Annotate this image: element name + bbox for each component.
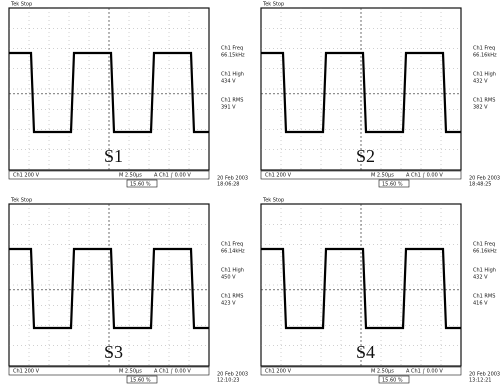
- readout-name: Ch1 High: [221, 268, 244, 274]
- panel-label: S3: [104, 342, 123, 362]
- trigger: A Ch1 ∫ 0.00 V: [406, 173, 443, 179]
- trigger: A Ch1 ∫ 0.00 V: [406, 369, 443, 375]
- trigger-position: 15.60 %: [382, 378, 403, 384]
- page: Tek StopS1Ch1 Freq66.15kHzCh1 High434 VC…: [0, 0, 500, 392]
- timebase: M 2.50μs: [371, 173, 394, 179]
- figure: Tek StopS1Ch1 Freq66.15kHzCh1 High434 VC…: [0, 0, 500, 392]
- channel-scale: Ch1 200 V: [13, 173, 40, 179]
- timebase: M 2.50μs: [371, 369, 394, 375]
- time: 18:06:28: [217, 182, 239, 188]
- channel-scale: Ch1 200 V: [265, 173, 292, 179]
- readout-name: Ch1 Freq: [221, 242, 243, 248]
- time: 13:12:21: [469, 378, 491, 384]
- time: 18:48:25: [469, 182, 491, 188]
- timebase: M 2.50μs: [119, 173, 142, 179]
- channel-scale: Ch1 200 V: [13, 369, 40, 375]
- readout-name: Ch1 RMS: [221, 294, 243, 300]
- readout-value: 450 V: [221, 275, 236, 281]
- readout-name: Ch1 High: [473, 72, 496, 78]
- trigger-position: 15.60 %: [130, 378, 151, 384]
- readout-value: 66.16kHz: [473, 53, 497, 59]
- readout-value: 382 V: [473, 105, 488, 111]
- time: 12:10:23: [217, 378, 239, 384]
- trigger: A Ch1 ∫ 0.00 V: [154, 369, 191, 375]
- status: Tek Stop: [10, 198, 32, 204]
- readout-name: Ch1 RMS: [473, 294, 495, 300]
- readout-value: 432 V: [473, 275, 488, 281]
- trigger-position: 15.60 %: [382, 182, 403, 188]
- readout-name: Ch1 RMS: [221, 98, 243, 104]
- readout-value: 66.14kHz: [221, 249, 245, 255]
- status: Tek Stop: [262, 2, 284, 8]
- readout-name: Ch1 Freq: [473, 46, 495, 52]
- readout-name: Ch1 Freq: [221, 46, 243, 52]
- panel-label: S4: [356, 342, 375, 362]
- readout-value: 432 V: [473, 79, 488, 85]
- panel-label: S1: [104, 146, 123, 166]
- trigger: A Ch1 ∫ 0.00 V: [154, 173, 191, 179]
- readout-name: Ch1 RMS: [473, 98, 495, 104]
- readout-value: 423 V: [221, 301, 236, 307]
- panel-label: S2: [356, 146, 375, 166]
- timebase: M 2.50μs: [119, 369, 142, 375]
- readout-value: 66.16kHz: [473, 249, 497, 255]
- readout-name: Ch1 High: [221, 72, 244, 78]
- readout-name: Ch1 High: [473, 268, 496, 274]
- readout-name: Ch1 Freq: [473, 242, 495, 248]
- trigger-position: 15.60 %: [130, 182, 151, 188]
- status: Tek Stop: [262, 198, 284, 204]
- status: Tek Stop: [10, 2, 32, 8]
- readout-value: 66.15kHz: [221, 53, 245, 59]
- readout-value: 391 V: [221, 105, 236, 111]
- readout-value: 416 V: [473, 301, 488, 307]
- channel-scale: Ch1 200 V: [265, 369, 292, 375]
- readout-value: 434 V: [221, 79, 236, 85]
